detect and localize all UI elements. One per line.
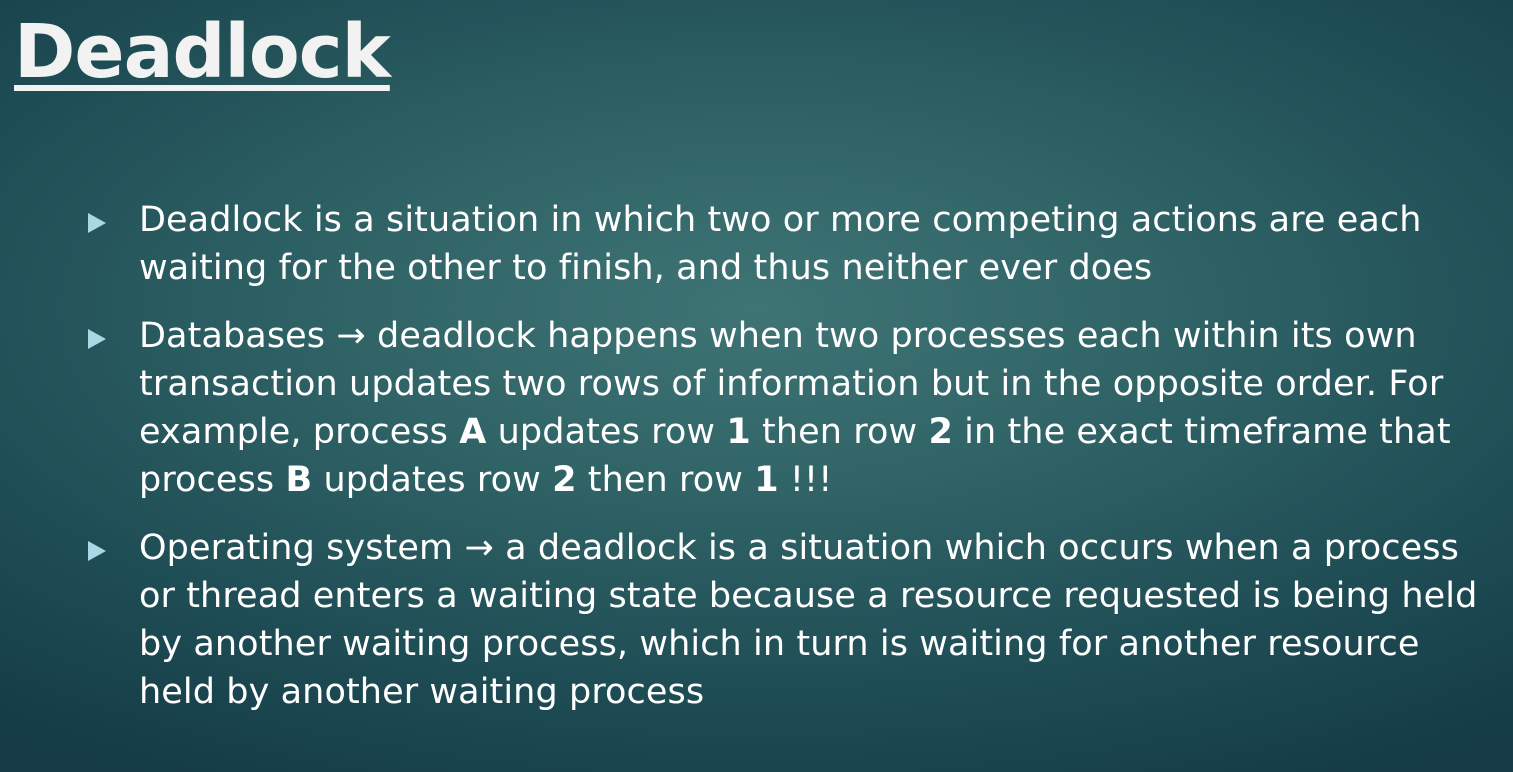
text-segment: in the exact timeframe that process <box>139 412 1451 500</box>
text-segment: updates row <box>312 460 553 500</box>
bullet-list: Deadlock is a situation in which two or … <box>88 196 1488 716</box>
row-number: 1 <box>726 412 751 452</box>
row-number: 2 <box>928 412 953 452</box>
slide-title: Deadlock <box>14 9 391 95</box>
process-b-label: B <box>285 460 313 500</box>
triangle-bullet-icon <box>88 541 106 561</box>
text-segment: !!! <box>778 460 833 500</box>
text-segment: updates row <box>486 412 727 452</box>
bullet-text: Operating system → a deadlock is a situa… <box>139 528 1478 712</box>
bullet-text: Databases → deadlock happens when two pr… <box>139 316 1451 500</box>
bullet-item-databases: Databases → deadlock happens when two pr… <box>88 312 1488 504</box>
text-segment: then row <box>576 460 755 500</box>
bullet-item-operating-system: Operating system → a deadlock is a situa… <box>88 524 1488 716</box>
text-segment: then row <box>750 412 929 452</box>
text-segment: Databases → deadlock happens when two pr… <box>139 316 1444 452</box>
triangle-bullet-icon <box>88 213 106 233</box>
triangle-bullet-icon <box>88 329 106 349</box>
row-number: 2 <box>552 460 577 500</box>
bullet-text: Deadlock is a situation in which two or … <box>139 200 1422 288</box>
bullet-item-deadlock-definition: Deadlock is a situation in which two or … <box>88 196 1488 292</box>
process-a-label: A <box>459 412 487 452</box>
row-number: 1 <box>754 460 779 500</box>
